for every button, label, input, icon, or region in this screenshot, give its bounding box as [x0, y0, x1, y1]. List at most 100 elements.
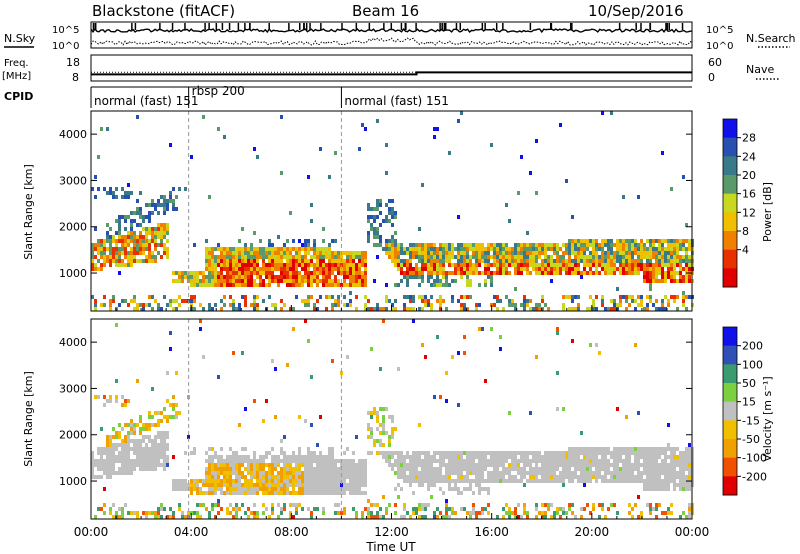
velocity-cell [97, 451, 100, 455]
power-cell [688, 263, 691, 267]
power-cell [625, 251, 628, 255]
power-cell [220, 271, 223, 275]
power-cell [619, 267, 622, 271]
power-cell [412, 247, 415, 251]
power-cell [646, 267, 649, 271]
velocity-cell [382, 443, 385, 447]
power-cell [670, 279, 673, 283]
power-cell [442, 263, 445, 267]
power-cell [358, 279, 361, 283]
power-cell [124, 235, 127, 239]
velocity-cell [574, 467, 577, 471]
power-cell [388, 207, 391, 211]
power-cell [118, 255, 121, 259]
power-cell [277, 259, 280, 263]
velocity-cell [142, 459, 145, 463]
power-cell [91, 295, 94, 299]
velocity-cell [397, 367, 400, 371]
velocity-cell [574, 455, 577, 459]
velocity-cell [613, 455, 616, 459]
velocity-cell [232, 483, 235, 487]
velocity-cell [259, 463, 262, 467]
velocity-cell [193, 511, 196, 515]
power-cell [616, 267, 619, 271]
power-cell [280, 247, 283, 251]
power-cell [688, 275, 691, 279]
velocity-cell [226, 459, 229, 463]
power-cell [118, 215, 121, 219]
velocity-cell [637, 455, 640, 459]
velocity-cell [109, 471, 112, 475]
velocity-cell [265, 491, 268, 495]
velocity-cell [667, 467, 670, 471]
velocity-cell [274, 367, 277, 371]
velocity-cell [166, 459, 169, 463]
power-cell [526, 251, 529, 255]
velocity-cell [628, 471, 631, 475]
velocity-cell [433, 455, 436, 459]
velocity-cell [574, 459, 577, 463]
velocity-cell [412, 491, 415, 495]
velocity-cell [619, 459, 622, 463]
velocity-cell [478, 467, 481, 471]
velocity-cell [589, 451, 592, 455]
velocity-cell [328, 467, 331, 471]
colorbar-tick-label: -15 [742, 414, 760, 427]
velocity-cell [358, 471, 361, 475]
velocity-cell [172, 455, 175, 459]
velocity-cell [163, 463, 166, 467]
power-cell [160, 203, 163, 207]
velocity-cell [535, 467, 538, 471]
velocity-cell [205, 483, 208, 487]
power-cell [643, 271, 646, 275]
power-cell [502, 259, 505, 263]
power-cell [373, 207, 376, 211]
velocity-cell [145, 467, 148, 471]
power-cell [556, 267, 559, 271]
power-cell [181, 279, 184, 283]
power-cell [640, 259, 643, 263]
velocity-cell [499, 475, 502, 479]
velocity-cell [613, 475, 616, 479]
power-cell [94, 267, 97, 271]
velocity-cell [133, 447, 136, 451]
velocity-cell [622, 463, 625, 467]
power-cell [388, 251, 391, 255]
velocity-cell [109, 455, 112, 459]
velocity-cell [541, 455, 544, 459]
velocity-cell [283, 451, 286, 455]
power-cell [307, 295, 310, 299]
power-cell [115, 239, 118, 243]
power-cell [358, 147, 361, 151]
velocity-cell [526, 455, 529, 459]
velocity-cell [604, 471, 607, 475]
power-cell [370, 223, 373, 227]
velocity-cell [466, 451, 469, 455]
power-cell [673, 243, 676, 247]
power-cell [475, 247, 478, 251]
power-cell [253, 279, 256, 283]
power-cell [403, 307, 406, 311]
power-cell [91, 263, 94, 267]
velocity-cell [277, 503, 280, 507]
velocity-cell [475, 515, 478, 519]
velocity-cell [565, 467, 568, 471]
velocity-cell [631, 467, 634, 471]
power-cell [163, 247, 166, 251]
velocity-cell [151, 455, 154, 459]
power-cell [643, 255, 646, 259]
power-cell [250, 251, 253, 255]
power-cell [379, 199, 382, 203]
power-cell [535, 263, 538, 267]
power-cell [139, 231, 142, 235]
velocity-cell [604, 451, 607, 455]
power-cell [565, 259, 568, 263]
power-cell [643, 247, 646, 251]
power-cell [196, 271, 199, 275]
power-cell [535, 243, 538, 247]
velocity-cell [400, 467, 403, 471]
velocity-cell [553, 471, 556, 475]
power-cell [682, 243, 685, 247]
power-cell [676, 295, 679, 299]
power-cell [619, 303, 622, 307]
